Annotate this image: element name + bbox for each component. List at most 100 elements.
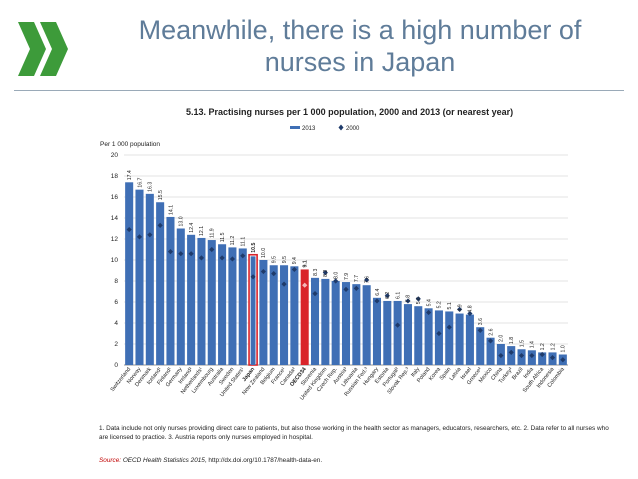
marker [364,277,370,283]
value-label: 1.4 [530,341,536,348]
bar-value-labels: 17.4 16.7 16.3 15.5 14.1 13.0 12.4 12.1 11.9 11.5… [127,170,567,352]
source-link[interactable]: , http://dx.doi.org/10.1787/health-data-… [204,457,323,464]
marker [281,281,287,287]
bar [445,311,454,365]
value-label: 13.0 [179,216,185,226]
legend-label-2013: 2013 [302,126,316,132]
value-label: 6.2 [385,292,391,299]
marker [271,271,277,277]
marker [260,268,266,275]
marker [446,324,452,330]
y-tick-label: 8 [114,278,118,285]
value-label: 11.1 [241,237,247,247]
value-label: 5.4 [426,299,432,306]
value-label: 5.6 [416,297,422,304]
value-label: 5.2 [437,301,443,308]
bar [238,248,247,365]
source-line: Source: OECD Health Statistics 2015, htt… [99,457,619,464]
marker [147,232,153,238]
bar [197,237,206,365]
marker [395,322,401,328]
bar [403,304,412,365]
marker [529,352,535,359]
bar [310,277,320,365]
y-tick-label: 10 [111,257,119,264]
marker [487,338,494,344]
bar [135,189,144,365]
legend-swatch-2013 [290,126,300,129]
legend-label-2000: 2000 [346,126,360,132]
marker [178,251,184,257]
bar [166,216,175,365]
bar [218,244,227,365]
logo-chevron-1 [18,22,46,76]
value-label: 10.5 [251,243,257,253]
y-tick-label: 0 [114,362,118,369]
y-tick-label: 18 [111,173,119,180]
y-tick-label: 2 [114,341,118,348]
bar [259,260,268,365]
value-label: 16.3 [148,182,154,192]
marker [384,293,390,299]
y-axis-label: Per 1 000 population [100,141,160,148]
marker [136,234,143,240]
value-label: 11.9 [210,228,216,238]
x-category-labels: SwitzerlandNorwayDenmarkIceland¹Finland¹… [110,366,567,402]
value-label: 6.1 [395,292,401,299]
value-label: 5.1 [447,302,453,309]
marker [539,351,545,358]
source-publication: OECD Health Statistics 2015 [122,457,205,464]
value-label: 9.4 [292,257,298,264]
y-tick-label: 12 [111,236,119,243]
value-label: 17.4 [127,170,133,180]
marker [436,330,442,337]
value-label: 4.9 [457,304,463,311]
value-label: 1.2 [540,343,546,350]
value-label: 4.8 [468,305,474,312]
value-label: 7.7 [354,275,360,282]
marker [405,298,411,304]
marker [167,249,174,255]
value-label: 8.2 [323,270,329,277]
marker [498,352,504,359]
marker [333,278,339,284]
bar [455,313,464,365]
value-label: 9.5 [272,256,278,263]
bar [434,310,443,365]
bar-fill [250,256,256,365]
marker [477,327,483,333]
value-label: 2.0 [499,335,505,342]
marker [157,222,163,228]
marker [126,226,132,233]
value-label: 1.2 [550,343,556,350]
marker [188,251,194,257]
marker [302,282,308,288]
bar [176,228,185,365]
marker [312,291,318,297]
marker [456,306,463,312]
bar [424,308,433,365]
value-label: 9.1 [302,260,308,267]
marker [322,270,328,276]
value-label: 10.0 [261,248,267,258]
bar [156,202,165,365]
value-label: 1.0 [561,345,567,352]
source-label: Source: [99,457,122,464]
value-label: 1.8 [509,337,515,344]
y-tick-labels: 0 2 4 6 8 10 12 14 16 18 20 [111,152,119,369]
marker [426,309,432,316]
marker [209,246,215,253]
bar [465,314,474,365]
bar [300,269,309,365]
marker [467,310,473,317]
bar [383,300,392,365]
bar [352,284,361,365]
bar [125,182,134,365]
marker [250,274,256,280]
category-label: Latvia [449,366,463,382]
bar [280,265,289,365]
value-label: 11.2 [230,236,236,246]
oecd-logo [14,14,74,84]
value-label: 1.5 [519,340,525,347]
logo-chevron-2 [40,22,68,76]
